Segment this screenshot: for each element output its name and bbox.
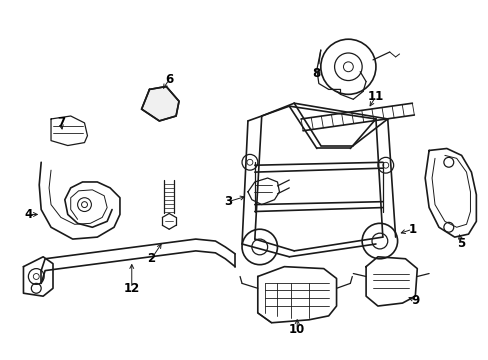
- Text: 10: 10: [288, 323, 305, 336]
- Text: 2: 2: [147, 252, 155, 265]
- Text: 11: 11: [367, 90, 383, 103]
- Text: 6: 6: [165, 73, 173, 86]
- Text: 7: 7: [57, 116, 65, 129]
- Text: 9: 9: [410, 294, 419, 307]
- Text: 12: 12: [123, 282, 140, 295]
- Text: 8: 8: [312, 67, 320, 80]
- Polygon shape: [142, 86, 179, 121]
- Text: 5: 5: [457, 238, 465, 251]
- Text: 4: 4: [24, 208, 32, 221]
- Text: 3: 3: [224, 195, 232, 208]
- Text: 1: 1: [407, 223, 416, 236]
